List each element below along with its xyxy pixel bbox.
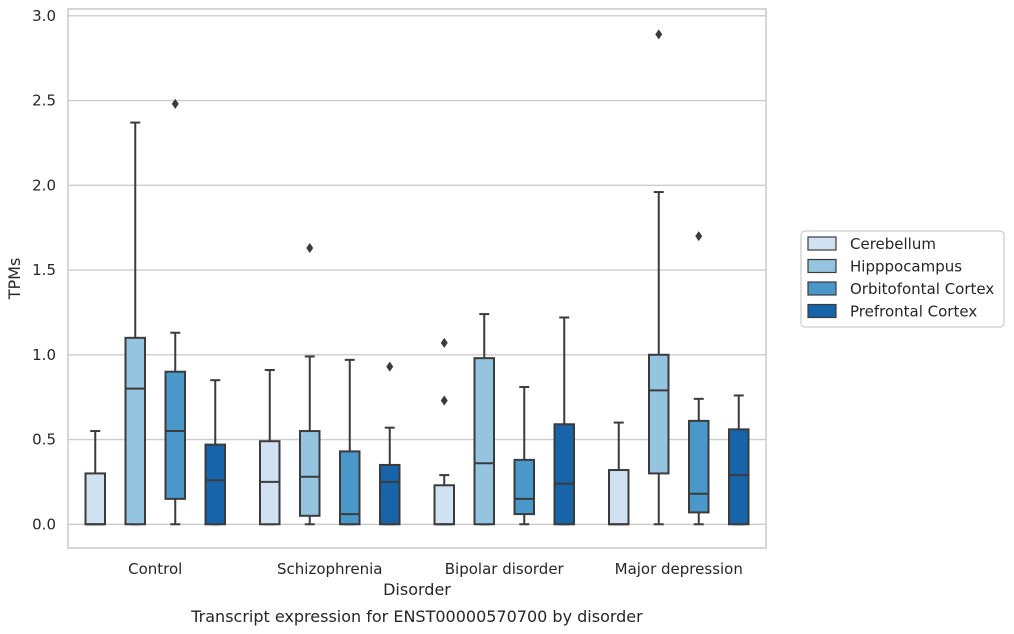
outlier-point bbox=[695, 231, 703, 242]
y-axis-label: TPMs bbox=[5, 258, 24, 301]
outlier-point bbox=[440, 395, 448, 406]
iqr-box bbox=[124, 336, 146, 526]
outlier-point bbox=[386, 361, 394, 372]
iqr-box bbox=[379, 463, 401, 526]
legend-swatch bbox=[807, 303, 837, 319]
legend-swatch bbox=[807, 281, 837, 296]
iqr-box bbox=[84, 472, 106, 526]
y-tick-label: 3.0 bbox=[32, 7, 56, 25]
iqr-box bbox=[513, 458, 535, 516]
box-1-0 bbox=[259, 369, 281, 526]
y-tick-label: 1.0 bbox=[32, 346, 56, 364]
iqr-box bbox=[608, 469, 630, 526]
plot-frame bbox=[67, 8, 767, 549]
y-tick-labels: 0.0 0.5 1.0 1.5 2.0 2.5 3.0 bbox=[32, 7, 56, 533]
x-tick-labels: Control Schizophrenia Bipolar disorder Majo… bbox=[128, 560, 743, 578]
box-0-0 bbox=[84, 430, 106, 526]
iqr-box bbox=[204, 443, 226, 526]
y-tick-label: 2.5 bbox=[32, 92, 56, 110]
legend-swatch bbox=[807, 236, 837, 251]
iqr-box bbox=[473, 357, 495, 526]
y-tick-label: 1.5 bbox=[32, 261, 56, 279]
box-3-2 bbox=[688, 231, 710, 526]
outlier-point bbox=[171, 98, 179, 109]
legend-label: Orbitofontal Cortex bbox=[850, 280, 994, 298]
box-0-2 bbox=[164, 98, 186, 526]
box-1-3 bbox=[379, 361, 401, 526]
box-1-2 bbox=[339, 358, 361, 526]
legend: Cerebellum Hipppocampus Orbitofontal Corte… bbox=[800, 230, 1005, 328]
y-tick-label: 0.5 bbox=[32, 431, 56, 449]
outlier-point bbox=[440, 337, 448, 348]
outlier-point bbox=[655, 29, 663, 40]
iqr-box bbox=[648, 353, 670, 475]
legend-label: Prefrontal Cortex bbox=[850, 303, 977, 321]
y-tick-label: 2.0 bbox=[32, 176, 56, 194]
x-tick-label: Major depression bbox=[615, 560, 743, 578]
iqr-box bbox=[728, 428, 750, 526]
x-axis-label: Disorder bbox=[383, 580, 451, 599]
iqr-box bbox=[688, 419, 710, 514]
box-2-1 bbox=[473, 313, 495, 526]
box-3-0 bbox=[608, 421, 630, 526]
x-tick-label: Schizophrenia bbox=[277, 560, 382, 578]
box-1-1 bbox=[299, 242, 321, 526]
box-2-3 bbox=[553, 316, 575, 526]
x-tick-label: Control bbox=[128, 560, 182, 578]
box-0-1 bbox=[124, 121, 146, 526]
box-3-3 bbox=[728, 394, 750, 526]
x-tick-label: Bipolar disorder bbox=[445, 560, 565, 578]
boxes bbox=[84, 29, 750, 526]
box-2-0 bbox=[433, 337, 455, 526]
box-3-1 bbox=[648, 29, 670, 526]
legend-frame bbox=[800, 230, 1005, 328]
iqr-box bbox=[433, 484, 455, 526]
chart-caption: Transcript expression for ENST0000057070… bbox=[190, 607, 643, 626]
iqr-box bbox=[553, 423, 575, 526]
legend-swatch bbox=[807, 258, 837, 274]
iqr-box bbox=[339, 450, 361, 526]
iqr-box bbox=[299, 430, 321, 517]
iqr-box bbox=[164, 370, 186, 500]
y-tick-label: 0.0 bbox=[32, 515, 56, 533]
outlier-point bbox=[306, 242, 314, 253]
box-0-3 bbox=[204, 379, 226, 526]
box-2-2 bbox=[513, 385, 535, 526]
legend-label: Cerebellum bbox=[850, 235, 936, 253]
legend-label: Hipppocampus bbox=[850, 258, 962, 276]
